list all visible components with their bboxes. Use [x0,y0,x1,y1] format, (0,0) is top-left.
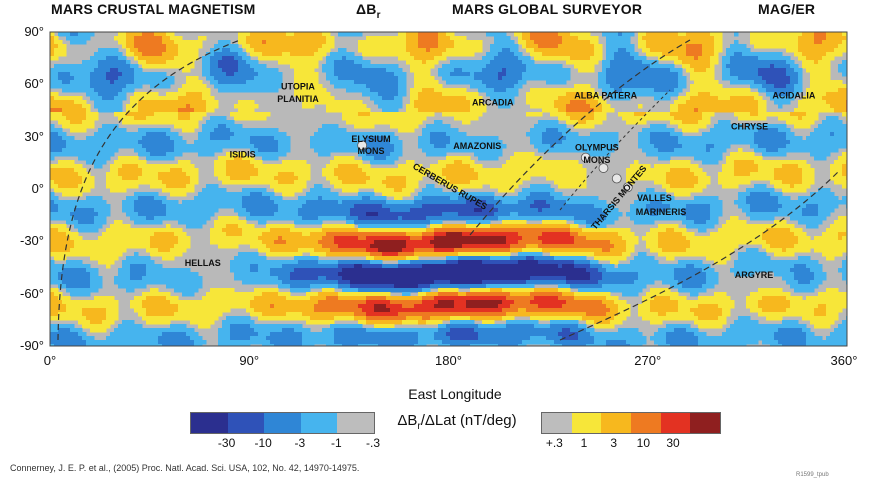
colorbar-tick-label: 1 [580,436,588,450]
y-tick-label: -30° [20,233,44,249]
region-label: PLANITIA [277,94,319,104]
y-tick-label: 30° [24,128,44,144]
y-tick-label: 90° [24,24,44,39]
region-label: ACIDALIA [772,90,815,100]
volcano-marker [611,173,622,184]
region-label: UTOPIA [281,82,315,92]
region-label: ARCADIA [472,97,514,107]
region-label: OLYMPUS [575,143,619,153]
colorbar-swatch [300,413,338,433]
region-label: ISIDIS [230,150,256,160]
region-label: AMAZONIS [453,141,501,151]
colorbar-swatch [227,413,265,433]
header-delta-br: ΔBr [356,1,381,21]
region-label: MONS [583,155,610,165]
colorbar-swatch [660,413,691,433]
colorbar-tick-label: -30 [217,436,236,450]
colorbar-swatch [571,413,602,433]
region-label: ALBA PATERA [574,90,637,100]
x-tick-label: 360° [830,353,858,368]
figure-code: R1599_tpub [796,472,829,478]
header-title-right: MAG/ER [758,1,816,17]
field-anomaly-layer [50,32,847,346]
y-tick-label: -60° [20,285,44,301]
dichotomy-boundary-east [559,169,841,341]
volcano-marker [622,182,633,193]
colorbar-swatch [690,413,721,433]
region-label: MONS [358,146,385,156]
region-label: MARINERIS [636,207,687,217]
volcano-marker [580,152,591,163]
citation: Connerney, J. E. P. et al., (2005) Proc.… [10,463,360,473]
colorbar-tick-label: -10 [254,436,272,450]
colorbar-tick-label: 3 [610,436,618,450]
colorbar-negative [190,412,375,434]
colorbar-title: ΔBr/ΔLat (nT/deg) [397,412,517,432]
y-tick-label: 60° [24,76,44,92]
x-tick-label: 90° [239,353,260,368]
colorbar-swatch [542,413,573,433]
colorbar-swatch [264,413,302,433]
x-tick-label: 180° [435,353,462,368]
y-tick-label: 0° [31,181,44,196]
colorbar-tick-label: -1 [331,436,342,450]
region-label: VALLES [637,193,672,203]
volcano-marker [357,140,368,151]
colorbar-tick-label: -3 [294,436,306,450]
x-tick-label: 0° [43,353,57,368]
colorbar-tick-label: +.3 [545,436,563,450]
colorbar-swatch [337,413,375,433]
region-label: CHRYSE [731,122,768,132]
region-label: ARGYRE [735,270,774,280]
colorbar-positive [541,412,721,434]
colorbar-swatch [191,413,229,433]
map-frame [49,31,848,347]
colorbar-tick-label: 10 [636,436,651,450]
volcano-marker [598,163,609,173]
region-label: ELYSIUM [351,134,390,144]
colorbar-swatch [631,413,662,433]
y-tick-label: -90° [20,338,44,353]
colorbar-swatch [601,413,632,433]
header-title-left: MARS CRUSTAL MAGNETISM [51,1,256,17]
header-title-center: MARS GLOBAL SURVEYOR [452,1,643,17]
colorbar-tick-label: 30 [666,436,680,450]
dichotomy-boundary-west [57,39,241,341]
region-label: HELLAS [185,258,221,268]
dichotomy-boundary-center [469,39,691,236]
x-axis-title: East Longitude [408,386,502,402]
colorbar-tick-label: -.3 [365,436,380,450]
x-tick-label: 270° [634,353,662,368]
